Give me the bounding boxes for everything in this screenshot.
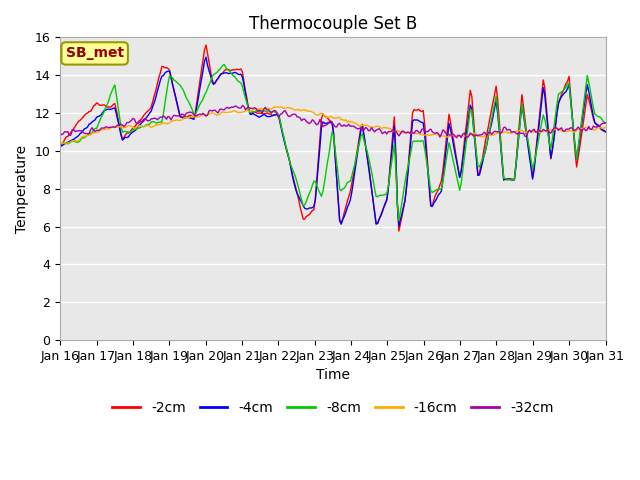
-8cm [574,144,582,150]
-4cm [574,147,582,153]
-4cm [123,135,131,141]
-16cm [56,141,64,146]
-2cm [395,228,403,234]
Text: SB_met: SB_met [66,47,124,60]
-16cm [219,109,227,115]
Legend: -2cm, -4cm, -8cm, -16cm, -32cm: -2cm, -4cm, -8cm, -16cm, -32cm [106,396,559,421]
Title: Thermocouple Set B: Thermocouple Set B [249,15,417,33]
-32cm [56,131,64,137]
-4cm [296,197,304,203]
-2cm [574,155,582,160]
-2cm [602,129,609,135]
-8cm [248,109,255,115]
-2cm [202,42,210,48]
-32cm [237,105,244,111]
-16cm [573,128,580,133]
-2cm [239,69,246,75]
-2cm [56,144,64,149]
-4cm [239,74,246,80]
-4cm [202,54,210,60]
-8cm [602,120,609,126]
-8cm [56,141,64,146]
-32cm [602,120,609,126]
Line: -2cm: -2cm [60,45,605,231]
-2cm [296,204,304,210]
Y-axis label: Temperature: Temperature [15,144,29,233]
-8cm [395,218,403,224]
-16cm [602,124,609,130]
-2cm [220,68,228,74]
-2cm [248,110,255,116]
-32cm [452,135,460,141]
-32cm [248,106,255,111]
-16cm [296,108,304,114]
-32cm [296,115,304,121]
X-axis label: Time: Time [316,369,350,383]
-16cm [123,124,131,130]
-32cm [123,120,131,125]
-16cm [273,104,281,110]
-8cm [239,84,246,89]
-8cm [219,62,227,68]
-4cm [395,223,403,229]
Line: -32cm: -32cm [60,106,605,138]
-32cm [239,103,246,108]
-16cm [237,109,244,115]
-4cm [248,111,255,117]
Line: -4cm: -4cm [60,57,605,226]
-8cm [296,191,304,197]
-4cm [220,70,228,76]
-8cm [220,61,228,67]
Line: -8cm: -8cm [60,64,605,221]
-4cm [602,129,609,134]
-32cm [219,107,227,113]
Line: -16cm: -16cm [60,107,605,144]
-8cm [123,129,131,134]
-4cm [56,144,64,150]
-2cm [123,130,131,136]
-32cm [574,124,582,130]
-16cm [246,108,254,114]
